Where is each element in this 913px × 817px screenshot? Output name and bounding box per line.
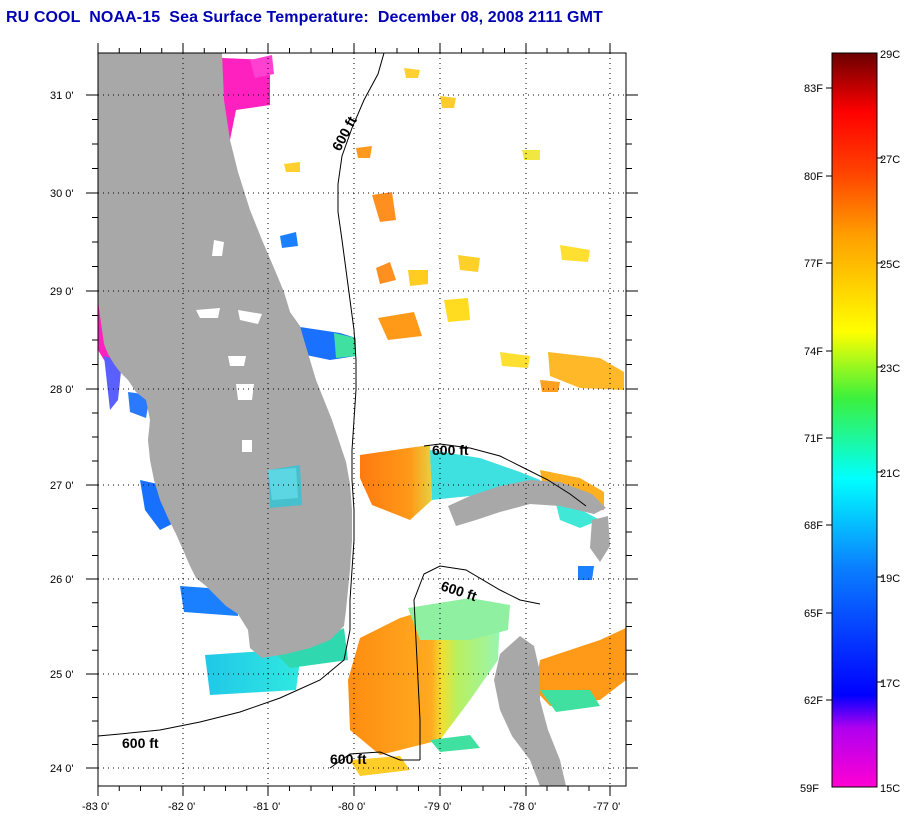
colorbar: 83F 80F 77F 74F 71F 68F 65F 62F 59F 29C …	[800, 49, 900, 795]
land	[98, 53, 610, 786]
lat-label: 26 0'	[50, 574, 74, 586]
colorbar-f-label: 77F	[804, 258, 823, 270]
lat-label: 24 0'	[50, 763, 74, 775]
lon-label: -81 0'	[253, 801, 280, 813]
colorbar-c-label: 23C	[880, 363, 900, 375]
colorbar-c-label: 17C	[880, 678, 900, 690]
lon-label: -82 0'	[168, 801, 195, 813]
colorbar-c-label: 27C	[880, 154, 900, 166]
lon-label: -83 0'	[82, 801, 109, 813]
isobath-lines	[97, 52, 587, 769]
lon-label: -77 0'	[593, 801, 620, 813]
lat-label: 27 0'	[50, 480, 74, 492]
isobath-label-bahamas-north: 600 ft	[432, 442, 469, 458]
latitude-labels: 31 0' 30 0' 29 0' 28 0' 27 0' 26 0' 25 0…	[50, 90, 74, 775]
lon-label: -80 0'	[338, 801, 365, 813]
lat-label: 28 0'	[50, 384, 74, 396]
lat-label: 25 0'	[50, 669, 74, 681]
colorbar-c-label: 25C	[880, 259, 900, 271]
lon-label: -79 0'	[424, 801, 451, 813]
lon-label: -78 0'	[509, 801, 536, 813]
map-title: RU COOL NOAA-15 Sea Surface Temperature:…	[6, 9, 603, 26]
frame-ticks	[86, 43, 638, 796]
colorbar-f-label: 62F	[804, 695, 823, 707]
colorbar-f-label: 80F	[804, 171, 823, 183]
isobath-label-west: 600 ft	[122, 735, 159, 751]
colorbar-f-label: 65F	[804, 608, 823, 620]
colorbar-c-label: 21C	[880, 468, 900, 480]
colorbar-c-label: 29C	[880, 49, 900, 61]
isobath-label-south: 600 ft	[330, 751, 367, 767]
lat-label: 29 0'	[50, 286, 74, 298]
graticule	[98, 53, 626, 786]
colorbar-f-label: 74F	[804, 346, 823, 358]
colorbar-gradient	[831, 52, 878, 788]
map-area: 600 ft 600 ft 600 ft 600 ft 600 ft	[86, 43, 638, 796]
colorbar-f-label: 68F	[804, 520, 823, 532]
colorbar-f-label: 83F	[804, 83, 823, 95]
colorbar-c-label: 15C	[880, 783, 900, 795]
lake-okeechobee	[268, 465, 302, 508]
lat-label: 31 0'	[50, 90, 74, 102]
lat-label: 30 0'	[50, 188, 74, 200]
colorbar-celsius-labels: 29C 27C 25C 23C 21C 19C 17C 15C	[880, 49, 900, 795]
longitude-labels: -83 0' -82 0' -81 0' -80 0' -79 0' -78 0…	[82, 801, 620, 813]
colorbar-f-label: 71F	[804, 433, 823, 445]
colorbar-fahrenheit-labels: 83F 80F 77F 74F 71F 68F 65F 62F 59F	[800, 83, 823, 795]
colorbar-c-label: 19C	[880, 573, 900, 585]
colorbar-f-label: 59F	[800, 783, 819, 795]
